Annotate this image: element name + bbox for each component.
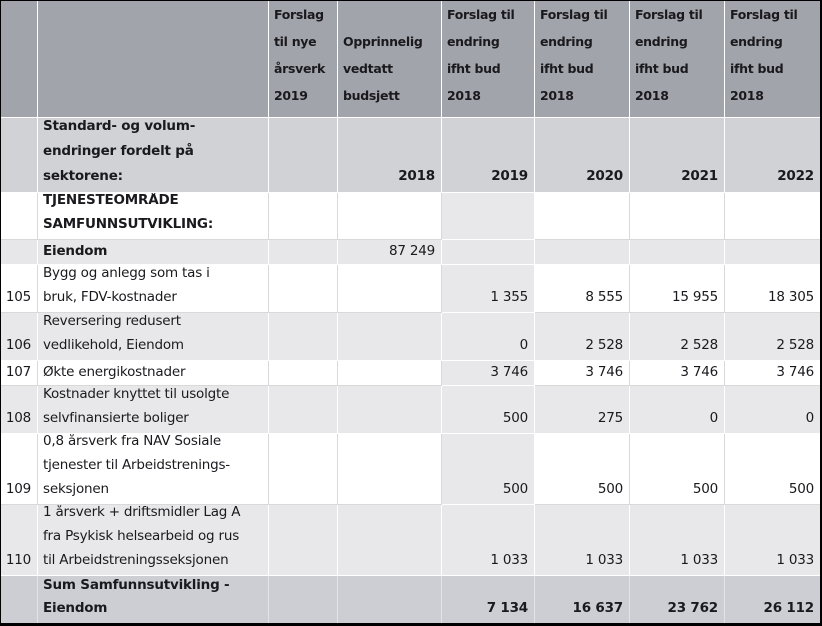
row-107-value-2021: 3 746 <box>630 361 725 386</box>
row-110-value-2020: 1 033 <box>535 505 630 576</box>
header-cell-opprinnelig-budsjett: Opprinnelig vedtatt budsjett <box>338 1 442 118</box>
row-107-desc: Økte energikostnader <box>38 361 269 386</box>
row-109-value-2022: 500 <box>725 434 820 505</box>
section-aarsverk-cell <box>269 193 338 240</box>
row-109-num: 109 <box>1 434 38 505</box>
sum-aarsverk-cell <box>269 576 338 623</box>
row-110-budsjett-cell <box>338 505 442 576</box>
sum-budsjett-cell <box>338 576 442 623</box>
sum-value-2021: 23 762 <box>630 576 725 623</box>
intro-year-2021: 2021 <box>630 118 725 193</box>
row-109-value-2019: 500 <box>442 434 535 505</box>
row-105-value-2021: 15 955 <box>630 265 725 313</box>
group-endring-2019-cell <box>442 240 535 265</box>
sum-value-2019: 7 134 <box>442 576 535 623</box>
header-cell-description <box>38 1 269 118</box>
row-105-desc: Bygg og anlegg som tas i bruk, FDV-kostn… <box>38 265 269 313</box>
row-110-aarsverk-cell <box>269 505 338 576</box>
row-110-value-2021: 1 033 <box>630 505 725 576</box>
row-105-value-2020: 8 555 <box>535 265 630 313</box>
row-105-aarsverk-cell <box>269 265 338 313</box>
section-budsjett-cell <box>338 193 442 240</box>
sum-value-2020: 16 637 <box>535 576 630 623</box>
group-budsjett-value: 87 249 <box>338 240 442 265</box>
row-109-value-2020: 500 <box>535 434 630 505</box>
row-110-value-2022: 1 033 <box>725 505 820 576</box>
section-label: TJENESTEOMRÅDE SAMFUNNSUTVIKLING: <box>38 193 269 240</box>
row-105-value-2019: 1 355 <box>442 265 535 313</box>
row-105-num: 105 <box>1 265 38 313</box>
row-107-num: 107 <box>1 361 38 386</box>
header-cell-endring-2020: Forslag til endring ifht bud 2018 <box>535 1 630 118</box>
group-endring-2022-cell <box>725 240 820 265</box>
row-108-aarsverk-cell <box>269 386 338 434</box>
group-aarsverk-cell <box>269 240 338 265</box>
row-106-value-2022: 2 528 <box>725 313 820 361</box>
row-108-value-2022: 0 <box>725 386 820 434</box>
row-107-budsjett-cell <box>338 361 442 386</box>
row-109-aarsverk-cell <box>269 434 338 505</box>
row-107-value-2022: 3 746 <box>725 361 820 386</box>
row-106-budsjett-cell <box>338 313 442 361</box>
section-endring-2019-cell <box>442 193 535 240</box>
section-endring-2020-cell <box>535 193 630 240</box>
row-110-desc: 1 årsverk + driftsmidler Lag A fra Psyki… <box>38 505 269 576</box>
row-108-value-2021: 0 <box>630 386 725 434</box>
header-cell-endring-2019: Forslag til endring ifht bud 2018 <box>442 1 535 118</box>
row-107-value-2019: 3 746 <box>442 361 535 386</box>
sum-value-2022: 26 112 <box>725 576 820 623</box>
sum-rownum-cell <box>1 576 38 623</box>
group-endring-2020-cell <box>535 240 630 265</box>
row-109-desc: 0,8 årsverk fra NAV Sosiale tjenester ti… <box>38 434 269 505</box>
intro-year-2019: 2019 <box>442 118 535 193</box>
group-label: Eiendom <box>38 240 269 265</box>
row-106-value-2021: 2 528 <box>630 313 725 361</box>
intro-year-budsjett: 2018 <box>338 118 442 193</box>
row-108-value-2020: 275 <box>535 386 630 434</box>
sum-label: Sum Samfunnsutvikling - Eiendom <box>38 576 269 623</box>
row-105-budsjett-cell <box>338 265 442 313</box>
row-108-budsjett-cell <box>338 386 442 434</box>
row-106-num: 106 <box>1 313 38 361</box>
row-106-value-2020: 2 528 <box>535 313 630 361</box>
row-110-value-2019: 1 033 <box>442 505 535 576</box>
header-cell-endring-2021: Forslag til endring ifht bud 2018 <box>630 1 725 118</box>
intro-label: Standard- og volum- endringer fordelt på… <box>38 118 269 193</box>
row-106-value-2019: 0 <box>442 313 535 361</box>
section-endring-2022-cell <box>725 193 820 240</box>
intro-rownum-cell <box>1 118 38 193</box>
row-110-num: 110 <box>1 505 38 576</box>
group-rownum-cell <box>1 240 38 265</box>
intro-aarsverk-cell <box>269 118 338 193</box>
header-cell-nye-aarsverk: Forslag til nye årsverk 2019 <box>269 1 338 118</box>
row-108-desc: Kostnader knyttet til usolgte selvfinans… <box>38 386 269 434</box>
section-rownum-cell <box>1 193 38 240</box>
section-endring-2021-cell <box>630 193 725 240</box>
row-106-desc: Reversering redusert vedlikehold, Eiendo… <box>38 313 269 361</box>
row-107-value-2020: 3 746 <box>535 361 630 386</box>
row-109-value-2021: 500 <box>630 434 725 505</box>
group-endring-2021-cell <box>630 240 725 265</box>
header-cell-endring-2022: Forslag til endring ifht bud 2018 <box>725 1 820 118</box>
intro-year-2022: 2022 <box>725 118 820 193</box>
row-107-aarsverk-cell <box>269 361 338 386</box>
row-108-value-2019: 500 <box>442 386 535 434</box>
row-108-num: 108 <box>1 386 38 434</box>
row-109-budsjett-cell <box>338 434 442 505</box>
row-106-aarsverk-cell <box>269 313 338 361</box>
intro-year-2020: 2020 <box>535 118 630 193</box>
row-105-value-2022: 18 305 <box>725 265 820 313</box>
header-cell-rownum <box>1 1 38 118</box>
